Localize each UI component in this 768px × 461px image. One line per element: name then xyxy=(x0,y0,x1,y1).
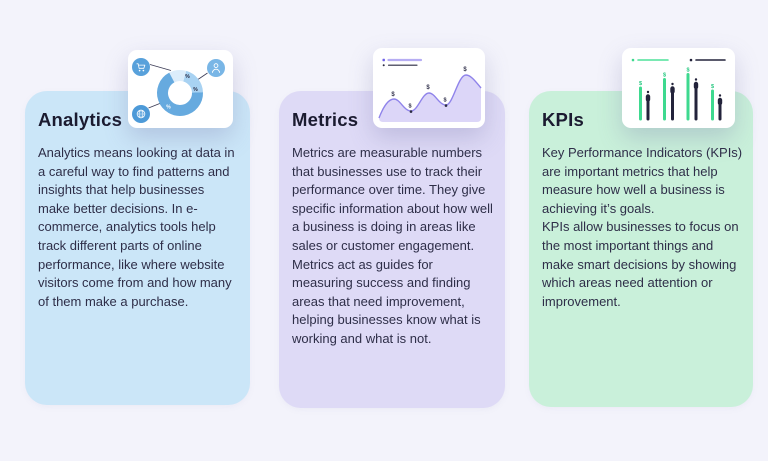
dollar-label: $ xyxy=(463,67,467,73)
percent-label: % xyxy=(166,105,171,111)
dollar-label: $ xyxy=(426,85,430,91)
donut-segment-main xyxy=(157,72,203,116)
dollar-label: $ xyxy=(443,98,446,104)
donut-chart-graphic: % % % xyxy=(132,58,225,123)
dollar-label: $ xyxy=(686,68,689,74)
donut-segment-pale xyxy=(169,70,187,83)
card-title: Analytics xyxy=(38,109,123,130)
dark-bar-dot xyxy=(646,90,650,94)
dollar-label: $ xyxy=(408,104,411,110)
legend-dot xyxy=(382,64,385,67)
bar-chart-graphic: $ $ $ $ xyxy=(631,58,726,121)
kpis-illustration-card: $ $ $ $ xyxy=(622,48,735,128)
card-title: KPIs xyxy=(542,109,584,130)
dollar-label: $ xyxy=(639,81,642,87)
dollar-label: $ xyxy=(391,92,395,98)
legend-dot xyxy=(689,58,693,62)
connector-line xyxy=(149,64,172,71)
card-body: Analytics means looking at data in a car… xyxy=(38,144,239,311)
dollar-label: $ xyxy=(711,84,714,90)
dark-bar-dot xyxy=(718,94,722,97)
cart-icon xyxy=(132,58,150,76)
chart-legend xyxy=(382,58,423,67)
card-body-paragraph: Analytics means looking at data in a car… xyxy=(38,145,235,309)
donut-segment-light xyxy=(182,70,203,94)
percent-label: % xyxy=(193,87,198,93)
card-body-paragraph: Metrics are measurable numbers that busi… xyxy=(292,145,493,346)
data-point-marker xyxy=(409,110,413,113)
card-body: Metrics are measurable numbers that busi… xyxy=(292,144,493,349)
card-title: Metrics xyxy=(292,109,359,130)
metrics-card: Metrics Metrics are measurable numbers t… xyxy=(279,91,505,408)
card-body: Key Performance Indicators (KPIs) are im… xyxy=(542,144,743,311)
area-fill xyxy=(379,75,481,122)
kpis-card: KPIs Key Performance Indicators (KPIs) a… xyxy=(529,91,753,407)
chart-legend xyxy=(631,58,726,62)
percent-label: % xyxy=(185,74,190,80)
data-point-marker xyxy=(444,104,448,107)
metrics-illustration-card: $ $ $ $ $ xyxy=(373,48,485,128)
card-body-paragraph: KPIs allow businesses to focus on the mo… xyxy=(542,219,739,309)
dark-bar-dot xyxy=(694,78,698,81)
analytics-illustration-card: % % % xyxy=(128,50,233,128)
line-chart-graphic: $ $ $ $ $ xyxy=(378,58,482,122)
card-body-paragraph: Key Performance Indicators (KPIs) are im… xyxy=(542,145,743,216)
legend-dot xyxy=(631,58,635,62)
trend-line xyxy=(378,74,482,119)
globe-icon xyxy=(132,105,150,123)
dollar-label: $ xyxy=(663,73,666,79)
legend-dot xyxy=(382,58,385,62)
person-icon xyxy=(207,59,225,77)
dark-bar-dot xyxy=(671,82,674,86)
analytics-card: Analytics Analytics means looking at dat… xyxy=(25,91,250,405)
